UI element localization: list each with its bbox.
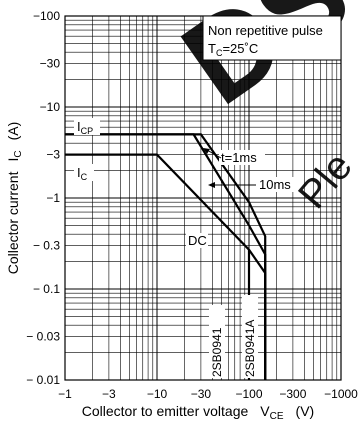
x-tick-label: −3 <box>102 387 116 401</box>
watermark-side-text: Ple <box>290 144 361 217</box>
dc-label: DC <box>188 233 207 248</box>
series-layer <box>65 133 267 380</box>
series-line-t-1ms <box>65 133 267 380</box>
x-tick-label: −300 <box>279 387 306 401</box>
y-tick-label: −1 <box>46 191 60 205</box>
info-box-frame <box>202 15 342 61</box>
y-tick-label: −3 <box>46 148 60 162</box>
y-tick-label: − 0.1 <box>33 282 60 296</box>
y-tick-label: − 0.03 <box>26 330 60 344</box>
y-axis-label: Collector currentIC(A) <box>5 122 24 275</box>
x-tick-labels: −1 −3 −10 −30 −100 −300 −1000 <box>58 387 358 401</box>
t10ms-label: 10ms <box>259 177 291 192</box>
series-line-10ms <box>65 133 267 380</box>
t1ms-arrow-line <box>206 149 222 159</box>
t10ms-label-bg <box>257 177 297 192</box>
t10ms-arrow-head <box>208 182 215 188</box>
y-tick-labels: − 0.01 − 0.03 − 0.1 − 0.3 −1 −3 −10 −30 −100 <box>26 9 60 387</box>
icp-label-bg <box>74 118 100 135</box>
t1ms-label-bg <box>219 150 265 165</box>
annotations: ICP IC t=1ms 10ms DC 2SB0941 2SB0941A <box>74 118 297 378</box>
ic-label: IC <box>77 165 88 182</box>
info-line-1: Non repetitive pulse <box>208 23 323 38</box>
y-tick-label: − 0.3 <box>33 239 60 253</box>
device-label-2sb0941a: 2SB0941A <box>243 320 257 377</box>
x-tick-label: −30 <box>191 387 212 401</box>
series-line-dc <box>65 153 267 380</box>
y-tick-label: −30 <box>40 57 61 71</box>
dev1-label-bg <box>209 305 225 378</box>
dev2-label-bg <box>242 295 258 378</box>
x-tick-label: −100 <box>235 387 262 401</box>
t1ms-arrow-head <box>203 148 210 154</box>
device-label-2sb0941: 2SB0941 <box>210 327 224 377</box>
t1ms-label: t=1ms <box>221 150 257 165</box>
x-axis-label: Collector to emitter voltage VCE (V) <box>82 403 314 422</box>
info-box: Non repetitive pulse TC=25˚C <box>202 15 342 61</box>
y-tick-label: −10 <box>40 100 61 114</box>
y-tick-label: −100 <box>33 9 60 23</box>
y-tick-label: − 0.01 <box>26 373 60 387</box>
x-tick-label: −10 <box>147 387 168 401</box>
info-line-2: TC=25˚C <box>208 41 258 58</box>
ic-label-bg <box>74 164 94 181</box>
dc-label-bg <box>186 233 208 248</box>
icp-label: ICP <box>77 119 93 136</box>
x-tick-label: −1000 <box>324 387 358 401</box>
x-tick-label: −1 <box>58 387 72 401</box>
